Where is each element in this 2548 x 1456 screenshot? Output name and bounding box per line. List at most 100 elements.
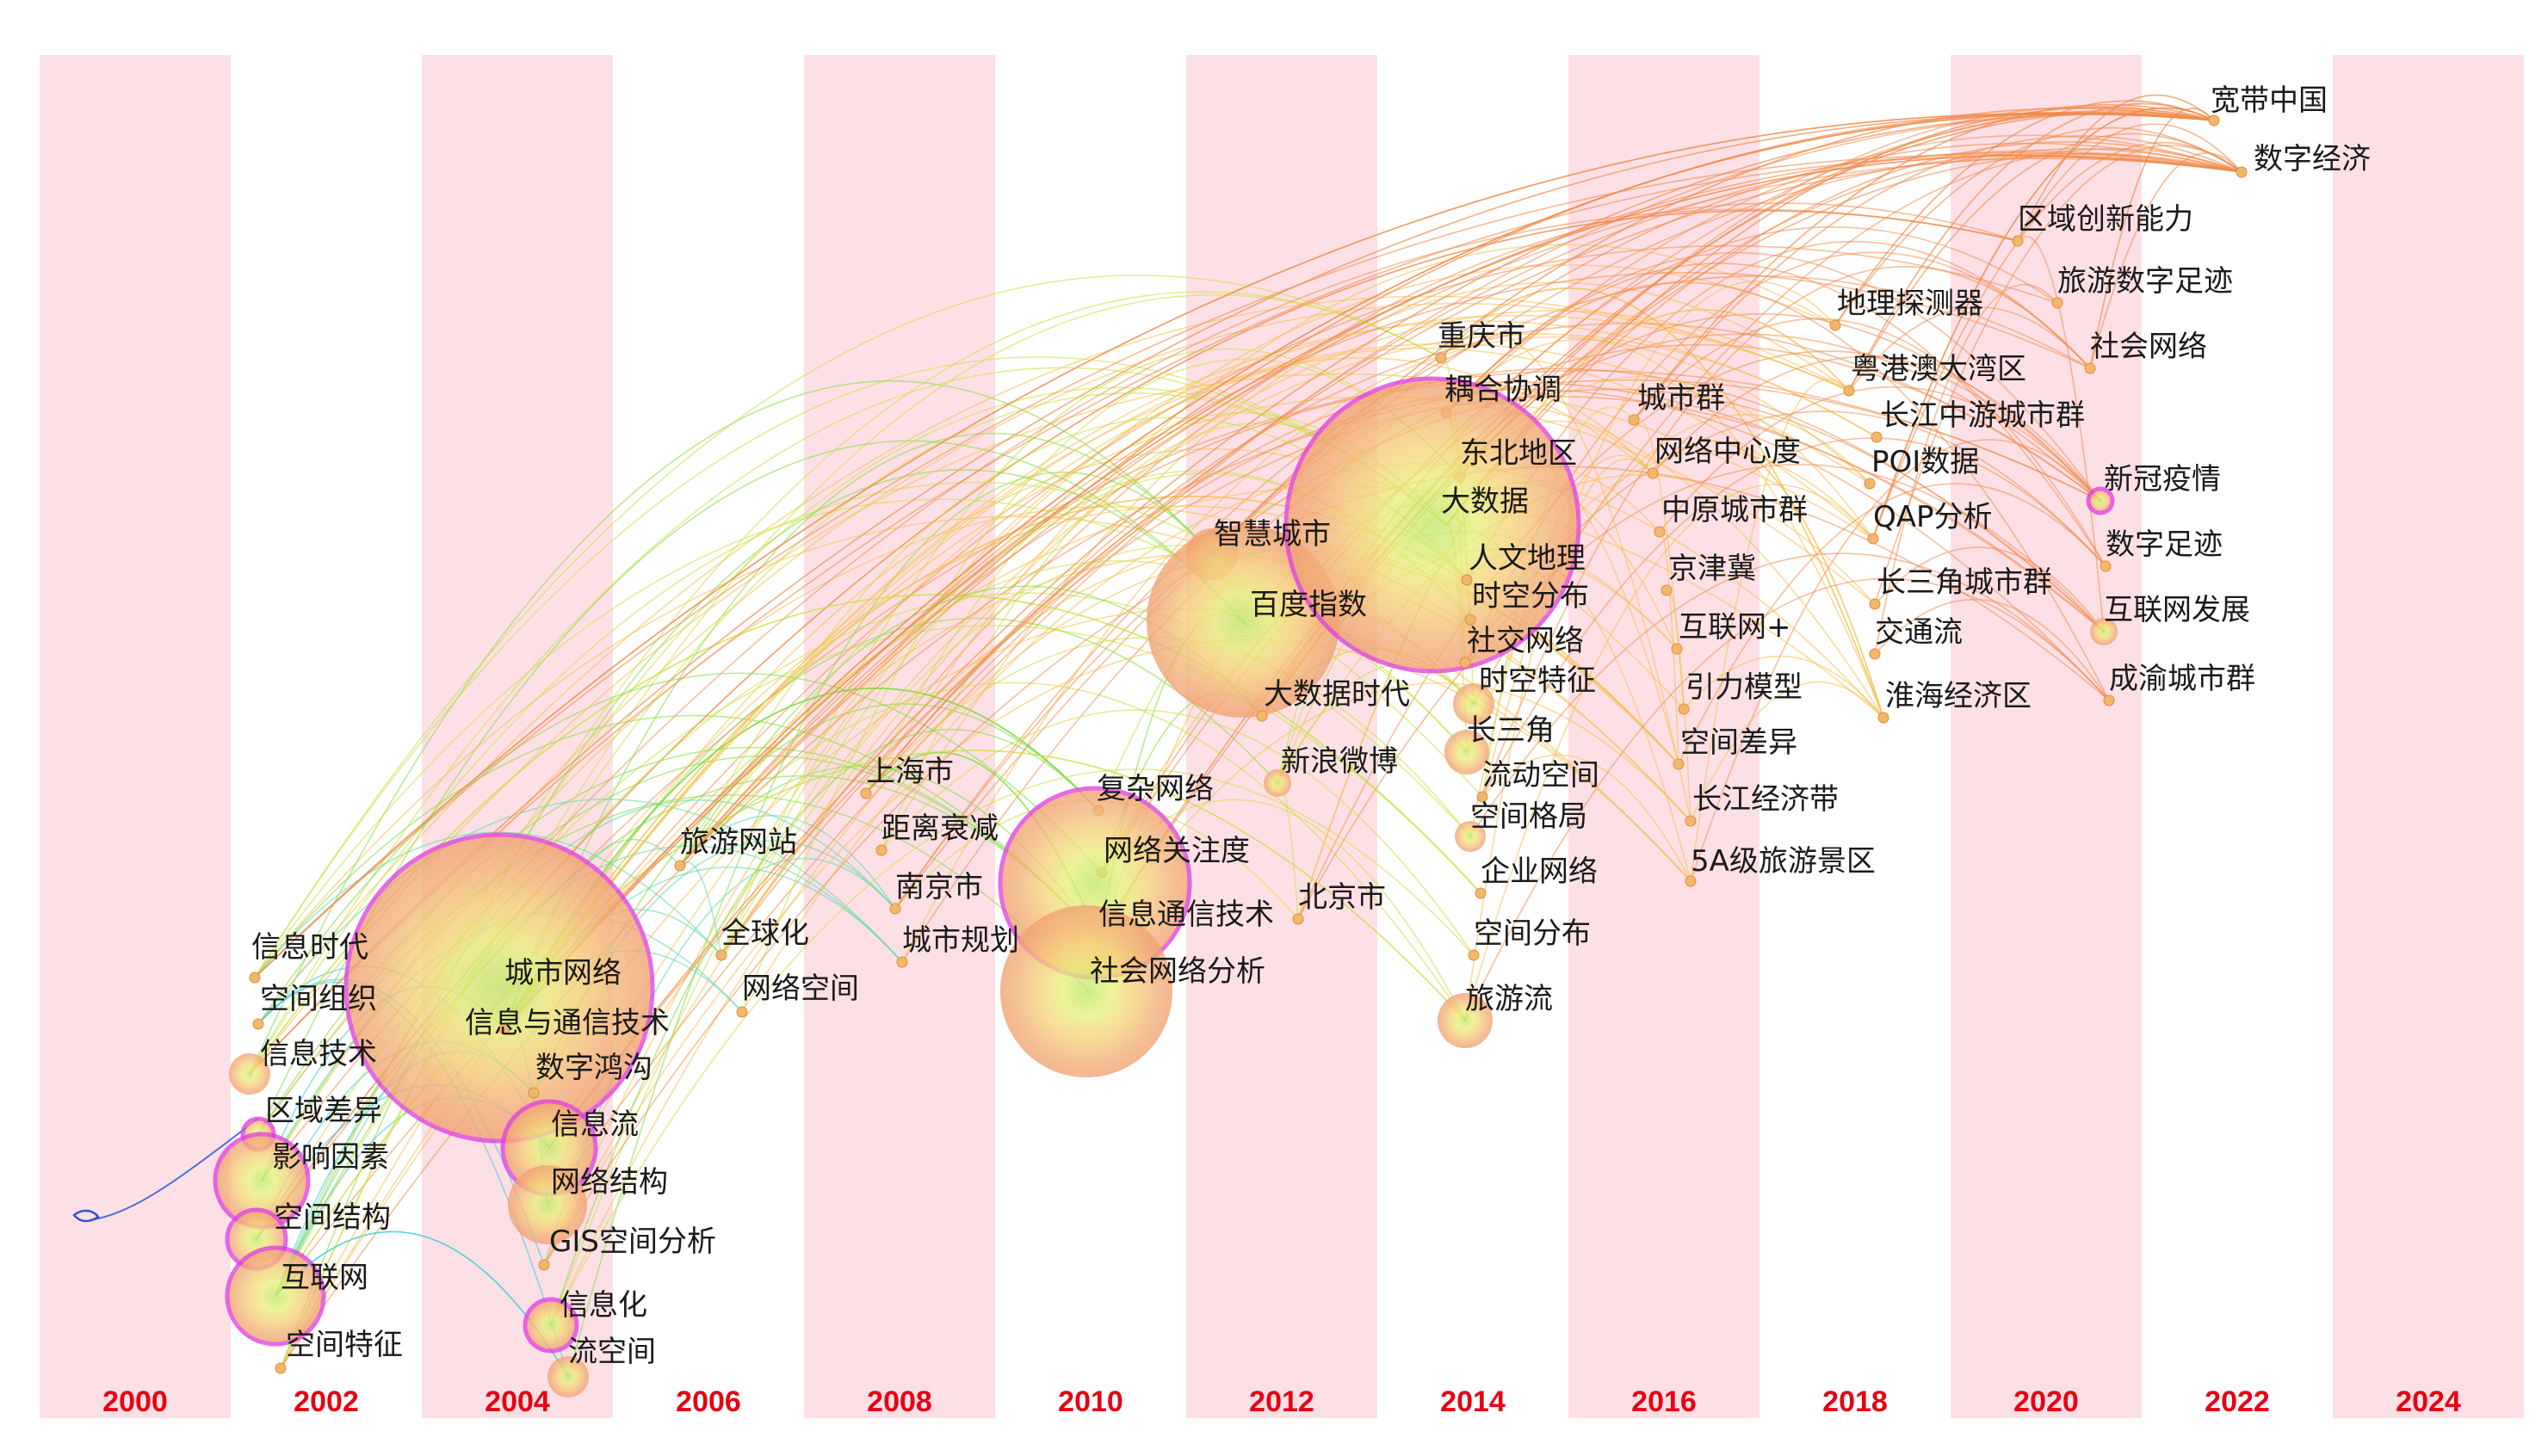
keyword-label: 南京市: [895, 870, 983, 904]
year-label: 2018: [1822, 1385, 1888, 1418]
keyword-label: QAP分析: [1873, 500, 1993, 534]
keyword-node: [229, 1053, 270, 1095]
keyword-node: [1685, 815, 1697, 827]
keyword-label: 影响因素: [272, 1140, 389, 1175]
keyword-label: 5A级旅游景区: [1691, 844, 1876, 879]
keyword-node: [2086, 486, 2115, 515]
year-label: 2012: [1249, 1385, 1314, 1418]
keyword-label: 城市网络: [504, 956, 622, 990]
keyword-node: [1000, 905, 1172, 1077]
keyword-label: 互联网+: [1679, 610, 1791, 645]
keyword-label: 大数据: [1441, 484, 1529, 519]
keyword-node: [1671, 643, 1683, 655]
year-label: 2010: [1058, 1385, 1123, 1418]
keyword-node: [1673, 758, 1685, 770]
keyword-label: 空间分布: [1474, 916, 1591, 951]
keyword-label: 互联网: [281, 1261, 368, 1295]
keyword-node: [498, 1023, 510, 1035]
keyword-label: 重庆市: [1438, 319, 1525, 354]
keyword-label: 城市群: [1637, 381, 1725, 416]
keyword-label: 引力模型: [1685, 670, 1803, 705]
keyword-node: [275, 1362, 287, 1374]
keyword-label: 新浪微博: [1281, 744, 1398, 779]
keyword-label: 地理探测器: [1837, 287, 1983, 321]
keyword-node: [1459, 657, 1471, 669]
keyword-label: 流空间: [568, 1335, 656, 1369]
keyword-node: [1464, 614, 1476, 626]
keyword-node: [1685, 875, 1697, 887]
keyword-node: [2236, 166, 2248, 178]
keyword-label: 全球化: [721, 916, 809, 951]
keyword-node: [1438, 993, 1493, 1048]
keyword-label: 互联网发展: [2104, 593, 2250, 627]
keyword-node: [1869, 648, 1881, 660]
keyword-label: 淮海经济区: [1885, 679, 2032, 713]
keyword-label: 网络关注度: [1104, 834, 1250, 868]
keyword-node: [1292, 913, 1304, 925]
keyword-node: [715, 949, 727, 961]
keyword-label: 长三角: [1467, 713, 1555, 748]
year-label: 2016: [1631, 1385, 1697, 1418]
keyword-node: [508, 1165, 587, 1244]
keyword-label: 智慧城市: [1214, 517, 1331, 552]
keyword-label: 网络空间: [742, 972, 859, 1006]
keyword-label: 社交网络: [1467, 624, 1584, 658]
keyword-label: 交通流: [1875, 615, 1963, 650]
keyword-label: 成渝城市群: [2109, 662, 2255, 696]
keyword-label: 旅游网站: [680, 825, 797, 860]
keyword-label: 耦合协调: [1444, 373, 1562, 407]
keyword-label: 中原城市群: [1661, 493, 1808, 527]
keyword-node: [1453, 683, 1494, 725]
keyword-node: [343, 832, 655, 1144]
keyword-label: 空间结构: [274, 1200, 391, 1235]
keyword-label: 数字足迹: [2106, 527, 2223, 562]
keyword-node: [249, 972, 261, 984]
keyword-node: [2100, 560, 2112, 572]
keyword-label: 社会网络分析: [1090, 954, 1265, 989]
keyword-node: [252, 1018, 264, 1030]
keyword-label: 流动空间: [1482, 758, 1599, 793]
keyword-label: 时空分布: [1472, 579, 1589, 614]
year-bands: [40, 55, 2524, 1418]
keyword-label: 北京市: [1298, 880, 1386, 915]
keyword-node: [1871, 431, 1883, 443]
keyword-node: [1455, 821, 1486, 852]
keyword-node: [1661, 584, 1673, 596]
keyword-nodes: [213, 114, 2248, 1397]
keyword-label: 信息流: [551, 1107, 639, 1142]
keyword-label: 网络结构: [551, 1165, 668, 1200]
keyword-label: 长江中游城市群: [1880, 398, 2085, 433]
year-band-2024: [2333, 55, 2524, 1418]
keyword-label: 上海市: [866, 755, 954, 789]
keyword-label: 信息时代: [251, 930, 368, 965]
keyword-node: [1869, 598, 1881, 610]
keyword-node: [528, 1087, 540, 1099]
keyword-label: 时空特征: [1479, 663, 1596, 698]
keyword-node: [1461, 574, 1473, 586]
year-label: 2000: [102, 1385, 168, 1418]
keyword-label: 区域差异: [265, 1094, 382, 1128]
year-band-2012: [1186, 55, 1377, 1418]
keyword-label: 人文地理: [1469, 541, 1586, 576]
year-band-2008: [804, 55, 995, 1418]
keyword-label: 数字经济: [2254, 142, 2371, 176]
keyword-node: [225, 1245, 326, 1347]
keyword-node: [1283, 376, 1581, 674]
keyword-node: [1256, 710, 1268, 722]
keyword-label: 企业网络: [1481, 854, 1598, 889]
keyword-node: [538, 1259, 550, 1271]
keyword-node: [1829, 319, 1841, 331]
keyword-label: 空间组织: [260, 982, 377, 1016]
year-label: 2006: [676, 1385, 741, 1418]
keyword-node: [1654, 526, 1666, 538]
year-label: 2008: [867, 1385, 932, 1418]
keyword-node: [875, 844, 887, 856]
keyword-node: [1647, 467, 1659, 479]
keyword-label: 社会网络: [2090, 330, 2207, 364]
keyword-node: [1147, 525, 1339, 718]
keyword-label: 数字鸿沟: [535, 1051, 652, 1085]
keyword-label: 信息技术: [260, 1037, 377, 1071]
keyword-label: 大数据时代: [1264, 677, 1410, 712]
